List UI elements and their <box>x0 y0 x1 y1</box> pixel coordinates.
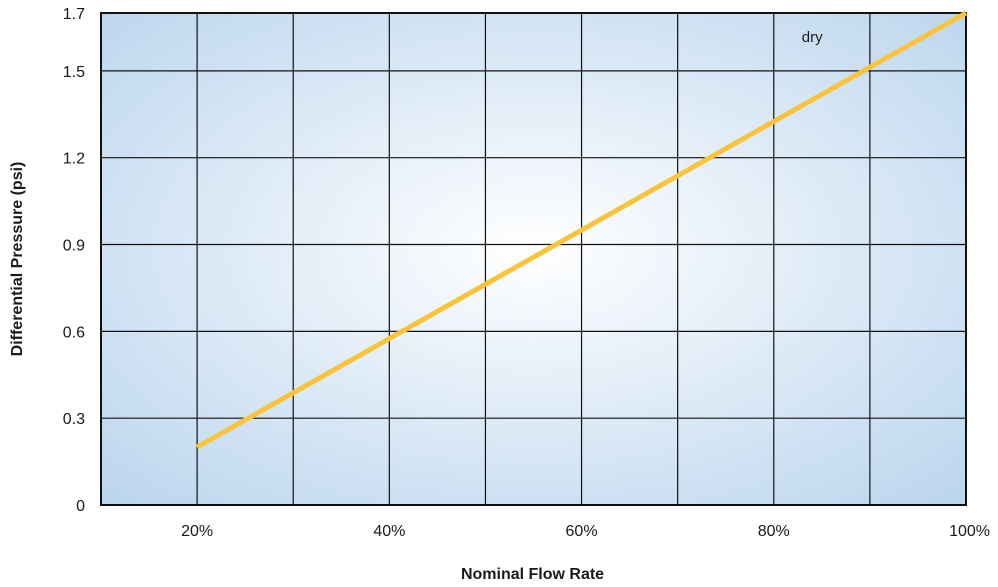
plot-frame <box>100 12 967 506</box>
y-tick-label: 0.3 <box>63 411 85 428</box>
x-tick-label: 100% <box>949 523 990 540</box>
y-tick-label: 0.9 <box>63 238 85 255</box>
y-tick-label: 1.2 <box>63 151 85 168</box>
y-tick-label: 1.7 <box>63 6 85 23</box>
y-axis-title: Differential Pressure (psi) <box>9 162 26 357</box>
series-group: dry <box>195 10 968 450</box>
y-tick-label: 0 <box>76 498 85 515</box>
x-tick-label: 20% <box>181 523 213 540</box>
y-axis-ticks: 0 0.3 0.6 0.9 1.2 1.5 1.7 <box>63 6 85 515</box>
x-axis-title: Nominal Flow Rate <box>461 566 604 583</box>
x-axis-ticks: 20% 40% 60% 80% 100% <box>181 523 990 540</box>
series-line-dry <box>195 10 968 450</box>
x-tick-label: 40% <box>373 523 405 540</box>
series-label-dry: dry <box>802 29 823 46</box>
y-tick-label: 0.6 <box>63 324 85 341</box>
x-tick-label: 80% <box>758 523 790 540</box>
x-tick-label: 60% <box>566 523 598 540</box>
y-tick-label: 1.5 <box>63 64 85 81</box>
